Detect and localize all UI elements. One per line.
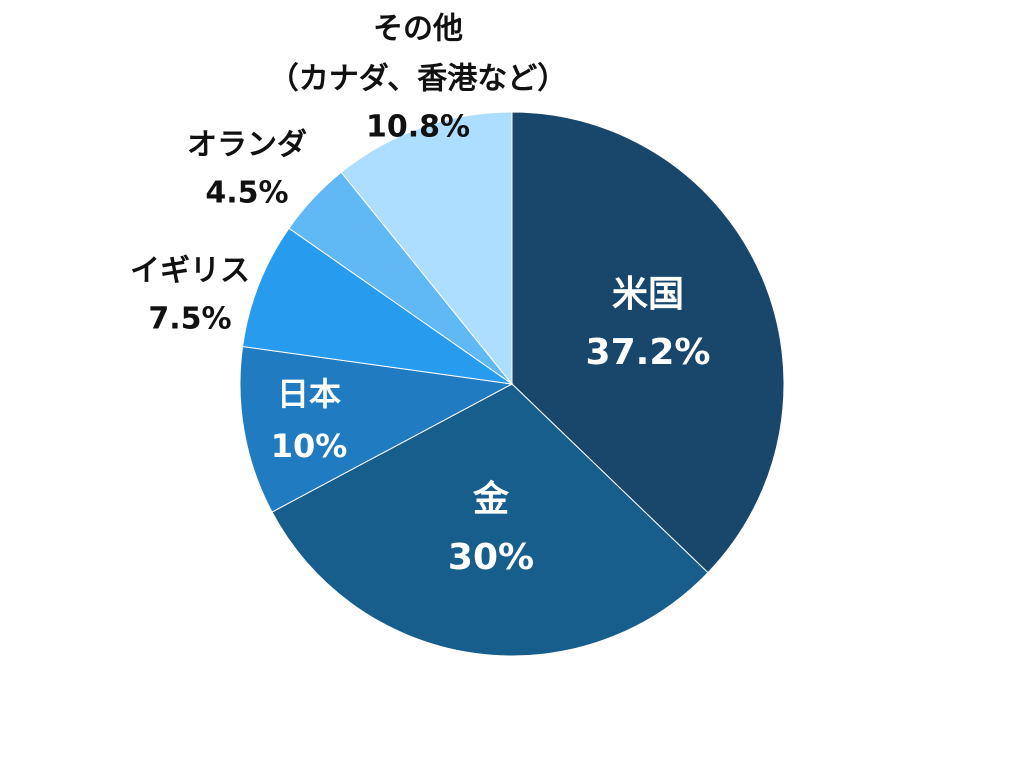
slice-3-value-label: 10% (271, 427, 348, 465)
pie-slice-1 (511, 111, 785, 574)
pie-slice-6 (340, 111, 513, 386)
slice-1-value-label: 37.2% (586, 332, 711, 373)
slice-4-label: イギリス (130, 254, 250, 289)
slice-2-value-label: 30% (448, 537, 534, 578)
slice-6-label: その他 (373, 12, 463, 47)
slice-5-value-label: 4.5% (205, 176, 288, 211)
pie-slice-2 (271, 383, 709, 657)
slice-6-value-label: 10.8% (366, 110, 470, 145)
slice-2-label: 金 (472, 478, 510, 520)
pie-labels: 米国 37.2% 金 30% 日本 10% イギリス 7.5% オランダ 4.5% その他 （カナダ、… (130, 12, 710, 579)
pie-slice-4 (242, 227, 513, 385)
slice-3-label: 日本 (277, 375, 341, 413)
slice-4-value-label: 7.5% (148, 302, 231, 337)
pie-slices (239, 111, 785, 657)
slice-6-sublabel: （カナダ、香港など） (269, 62, 568, 97)
pie-slice-3 (239, 345, 514, 513)
slice-1-label: 米国 (612, 274, 684, 315)
slice-5-label: オランダ (187, 128, 307, 163)
